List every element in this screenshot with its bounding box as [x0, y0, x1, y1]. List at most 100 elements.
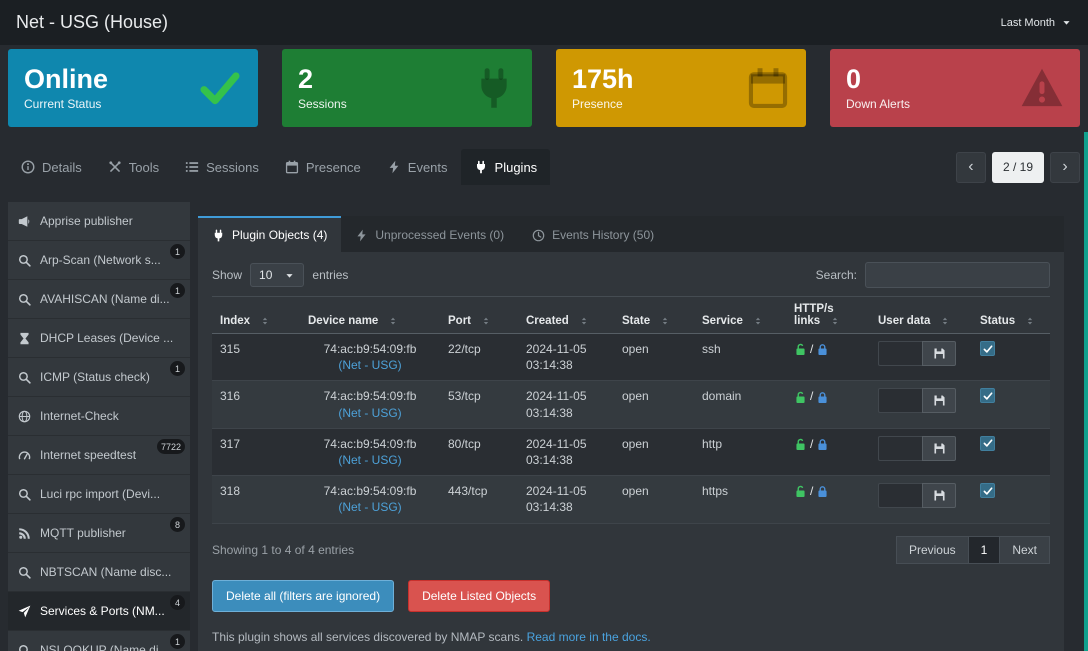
- status-cards: Online Current Status 2 Sessions 175h Pr…: [8, 49, 1080, 127]
- user-data-input[interactable]: [878, 341, 922, 367]
- cell-status: [972, 475, 1050, 524]
- page-title: Net - USG (House): [16, 12, 169, 32]
- status-card-presence: 175h Presence: [556, 49, 806, 127]
- cell-state: open: [614, 428, 694, 477]
- status-checkbox[interactable]: [980, 388, 995, 404]
- save-button[interactable]: [922, 483, 956, 509]
- col-port[interactable]: Port: [440, 295, 518, 335]
- save-icon: [933, 394, 946, 407]
- https-link[interactable]: [816, 437, 829, 451]
- http-link[interactable]: [794, 437, 807, 451]
- col-created[interactable]: Created: [518, 295, 614, 335]
- tab-events[interactable]: Events: [374, 149, 461, 185]
- tab-label: Details: [42, 159, 82, 175]
- previous-page-button[interactable]: Previous: [895, 535, 969, 564]
- list-icon: [185, 160, 199, 174]
- subtab-plugin-objects[interactable]: Plugin Objects (4): [198, 216, 342, 252]
- cell-status: [972, 428, 1050, 477]
- tab-presence[interactable]: Presence: [272, 149, 374, 185]
- sidebar-item-internet-speedtest[interactable]: Internet speedtest 7722: [8, 436, 190, 475]
- user-data-input[interactable]: [878, 483, 922, 509]
- lock-icon: [816, 391, 829, 404]
- cell-http-links: /: [786, 380, 870, 429]
- delete-all-button[interactable]: Delete all (filters are ignored): [212, 579, 395, 612]
- unlock-icon: [794, 343, 807, 356]
- search-input[interactable]: [865, 262, 1050, 288]
- tab-plugins[interactable]: Plugins: [460, 149, 551, 185]
- sidebar-item-luci-rpc-import[interactable]: Luci rpc import (Devi...: [8, 475, 190, 514]
- cell-created: 2024-11-05 03:14:38: [518, 380, 614, 429]
- showing-entries-text: Showing 1 to 4 of 4 entries: [212, 542, 355, 557]
- cell-state: open: [614, 380, 694, 429]
- status-checkbox[interactable]: [980, 341, 995, 357]
- page-number-button[interactable]: 1: [968, 535, 1001, 564]
- sort-icon: [481, 315, 491, 327]
- col-index[interactable]: Index: [212, 295, 300, 335]
- subtab-events-history[interactable]: Events History (50): [518, 216, 668, 252]
- tab-details[interactable]: Details: [8, 149, 95, 185]
- sidebar-item-services-ports[interactable]: Services & Ports (NM... 4: [8, 592, 190, 631]
- pager-next-button[interactable]: ›: [1050, 151, 1080, 183]
- device-link[interactable]: (Net - USG): [338, 405, 402, 420]
- table-footer: Showing 1 to 4 of 4 entries Previous 1 N…: [212, 535, 1050, 564]
- col-device-name[interactable]: Device name: [300, 295, 440, 335]
- count-badge: 4: [170, 595, 185, 610]
- save-button[interactable]: [922, 341, 956, 367]
- col-state[interactable]: State: [614, 295, 694, 335]
- http-link[interactable]: [794, 342, 807, 356]
- globe-icon: [18, 410, 31, 423]
- unlock-icon: [794, 391, 807, 404]
- col-user-data[interactable]: User data: [870, 295, 972, 335]
- status-checkbox[interactable]: [980, 483, 995, 499]
- device-link[interactable]: (Net - USG): [338, 500, 402, 515]
- sidebar-item-dhcp-leases[interactable]: DHCP Leases (Device ...: [8, 319, 190, 358]
- content-area: Apprise publisher Arp-Scan (Network s...…: [8, 202, 1064, 651]
- period-selector[interactable]: Last Month: [1001, 17, 1072, 29]
- device-link[interactable]: (Net - USG): [338, 358, 402, 373]
- user-data-input[interactable]: [878, 435, 922, 461]
- device-link[interactable]: (Net - USG): [338, 452, 402, 467]
- sidebar-item-nbtscan[interactable]: NBTSCAN (Name disc...: [8, 553, 190, 592]
- sort-icon: [830, 315, 840, 327]
- sidebar-item-internet-check[interactable]: Internet-Check: [8, 397, 190, 436]
- sidebar-item-arp-scan[interactable]: Arp-Scan (Network s... 1: [8, 241, 190, 280]
- cell-service: http: [694, 428, 786, 477]
- col-status[interactable]: Status: [972, 295, 1050, 335]
- status-checkbox[interactable]: [980, 435, 995, 451]
- sidebar-item-mqtt-publisher[interactable]: MQTT publisher 8: [8, 514, 190, 553]
- cell-index: 317: [212, 428, 300, 477]
- page-size-select[interactable]: 10: [250, 263, 305, 287]
- count-badge: 1: [170, 283, 185, 298]
- http-link[interactable]: [794, 484, 807, 498]
- save-button[interactable]: [922, 435, 956, 461]
- device-mac: 74:ac:b9:54:09:fb: [323, 436, 417, 451]
- sidebar-item-avahiscan[interactable]: AVAHISCAN (Name di... 1: [8, 280, 190, 319]
- lock-icon: [816, 343, 829, 356]
- sidebar-item-icmp[interactable]: ICMP (Status check) 1: [8, 358, 190, 397]
- https-link[interactable]: [816, 484, 829, 498]
- hourglass-icon: [18, 332, 31, 345]
- device-mac: 74:ac:b9:54:09:fb: [323, 389, 417, 404]
- card-label: Presence: [572, 96, 623, 111]
- http-link[interactable]: [794, 389, 807, 403]
- docs-link[interactable]: Read more in the docs.: [526, 629, 651, 644]
- user-data-input[interactable]: [878, 388, 922, 414]
- pager-prev-button[interactable]: ‹: [955, 151, 986, 183]
- https-link[interactable]: [816, 389, 829, 403]
- sidebar-item-label: ICMP (Status check): [40, 370, 150, 384]
- tab-tools[interactable]: Tools: [95, 149, 172, 185]
- card-value: 175h: [572, 64, 634, 95]
- sidebar-item-nslookup[interactable]: NSLOOKUP (Name di... 1: [8, 631, 190, 651]
- https-link[interactable]: [816, 342, 829, 356]
- col-service[interactable]: Service: [694, 295, 786, 335]
- delete-listed-button[interactable]: Delete Listed Objects: [408, 579, 551, 612]
- tab-sessions[interactable]: Sessions: [172, 149, 272, 185]
- save-button[interactable]: [922, 388, 956, 414]
- tab-bar: Details Tools Sessions Presence Events P…: [8, 149, 1080, 185]
- col-http-links[interactable]: HTTP/s links: [786, 295, 870, 335]
- search-icon: [18, 644, 31, 651]
- sidebar-item-apprise-publisher[interactable]: Apprise publisher: [8, 202, 190, 241]
- sidebar-item-label: Services & Ports (NM...: [40, 604, 165, 618]
- subtab-unprocessed-events[interactable]: Unprocessed Events (0): [341, 216, 518, 252]
- next-page-button[interactable]: Next: [1000, 535, 1050, 564]
